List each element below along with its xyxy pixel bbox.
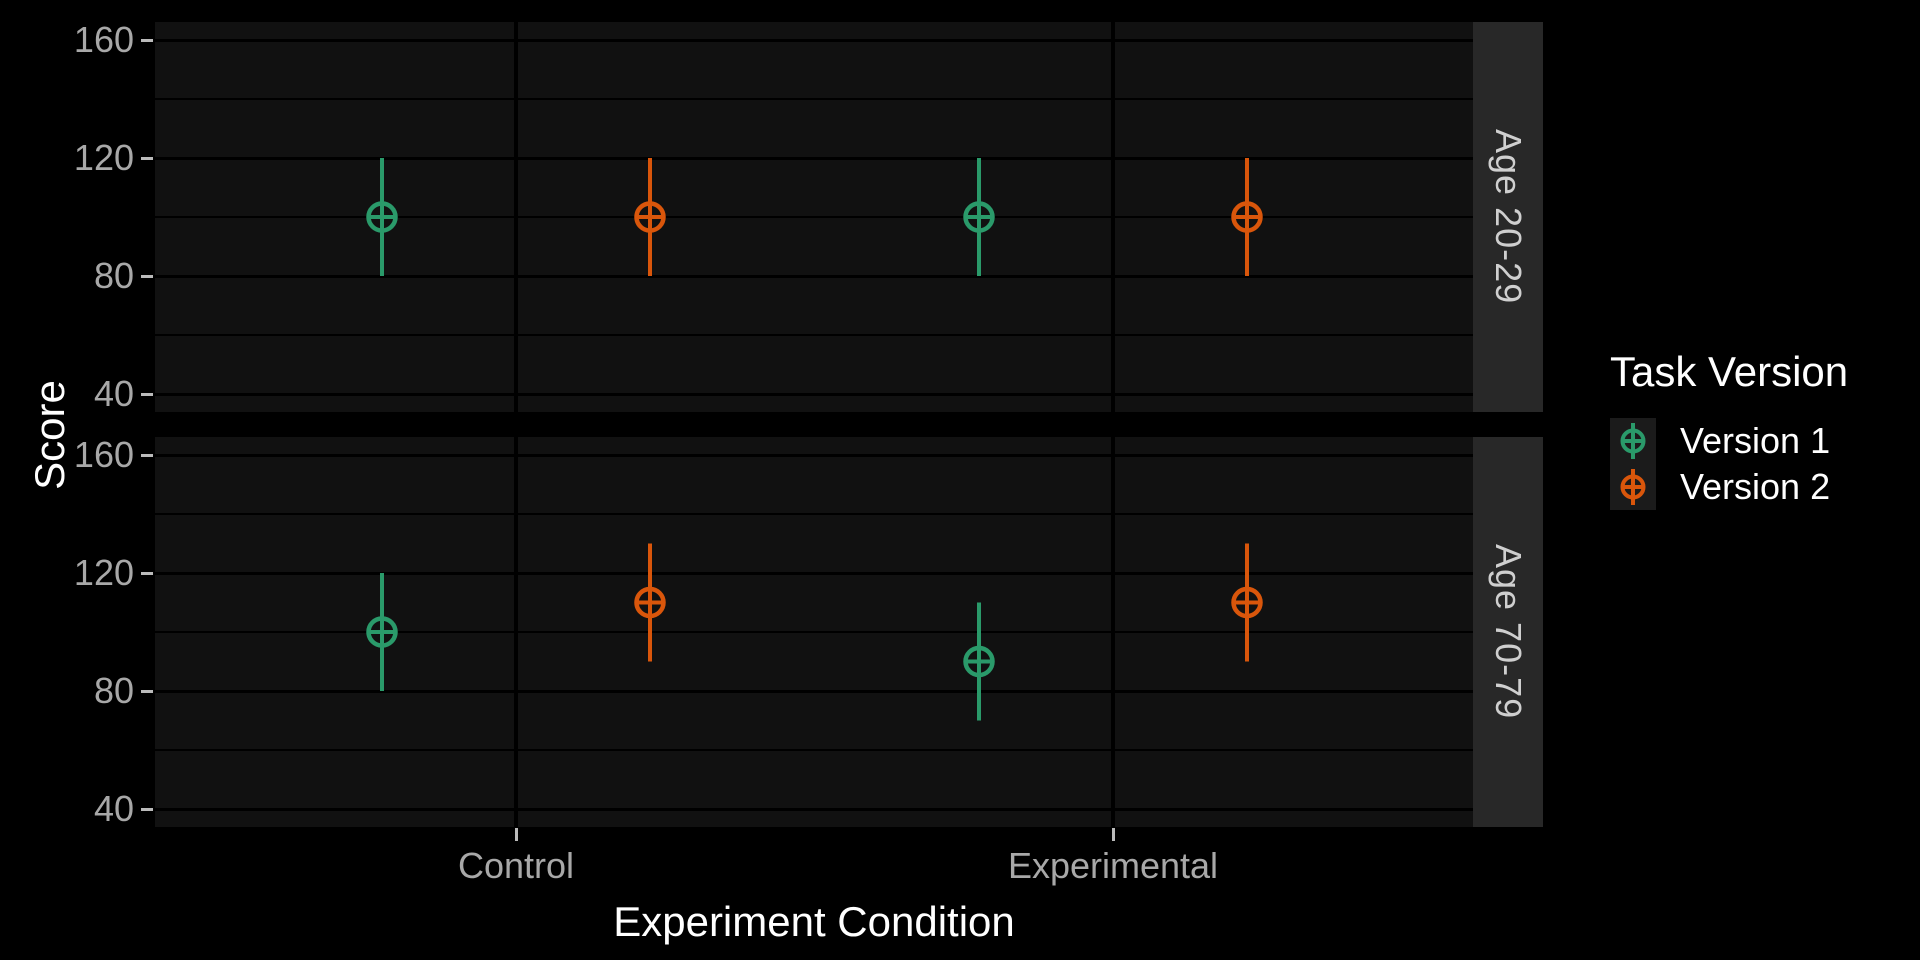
gridline-major [155, 274, 1473, 278]
gridline-major [155, 392, 1473, 396]
gridline-vertical [514, 437, 518, 827]
x-tick-label-control: Control [457, 845, 575, 886]
y-axis-tick [141, 156, 153, 160]
facet-strip-label: Age 20-29 [1488, 129, 1529, 305]
x-axis-title: Experiment Condition [613, 898, 1015, 945]
pointrange-version-1 [366, 158, 398, 276]
gridline-vertical [1111, 22, 1115, 412]
facet-strip-label: Age 70-79 [1488, 544, 1529, 720]
gridline-minor [155, 98, 1473, 100]
y-axis-tick [141, 689, 153, 693]
gridline-vertical [514, 22, 518, 412]
pointrange-version-2 [1231, 543, 1263, 662]
y-axis-tick [141, 392, 153, 396]
gridline-minor [155, 216, 1473, 218]
y-tick-label: 40 [93, 373, 134, 414]
y-axis-tick [141, 274, 153, 278]
facet-strip-age-20-29: Age 20-29 [1473, 22, 1543, 412]
legend-entry-version-2: Version 2 [1610, 464, 1848, 510]
y-tick-label: 80 [93, 670, 134, 711]
pointrange-version-2 [634, 158, 666, 276]
gridline-minor [155, 749, 1473, 751]
gridline-minor [155, 334, 1473, 336]
pointrange-version-2 [1231, 158, 1263, 276]
y-axis-tick [141, 453, 153, 457]
facet-panel-age-70-79 [155, 437, 1473, 827]
y-tick-label: 120 [73, 552, 134, 593]
legend-key-version-1 [1610, 418, 1656, 464]
facet-strip-age-70-79: Age 70-79 [1473, 437, 1543, 827]
legend-label: Version 2 [1680, 466, 1831, 507]
y-axis-tick [141, 571, 153, 575]
gridline-major [155, 689, 1473, 693]
y-tick-label: 120 [73, 137, 134, 178]
gridline-major [155, 156, 1473, 160]
gridline-major [155, 571, 1473, 575]
pointrange-key-icon [1620, 469, 1646, 505]
legend-title: Task Version [1610, 348, 1849, 395]
x-axis-tick [1111, 828, 1115, 841]
y-tick-label: 160 [73, 434, 134, 475]
pointrange-layer [366, 158, 1263, 276]
gridline-major [155, 453, 1473, 457]
y-tick-label: 80 [93, 255, 134, 296]
pointrange-version-1 [963, 602, 995, 721]
legend-key-version-2 [1610, 464, 1656, 510]
gridline-vertical [1111, 437, 1115, 827]
pointrange-version-1 [963, 158, 995, 276]
pointrange-key-icon [1620, 423, 1646, 459]
pointrange-layer [366, 543, 1263, 721]
gridline-minor [155, 513, 1473, 515]
gridline-minor [155, 631, 1473, 633]
pointrange-version-1 [366, 573, 398, 691]
y-axis-tick [141, 38, 153, 42]
legend-entry-version-1: Version 1 [1610, 418, 1848, 464]
legend-label: Version 1 [1680, 420, 1831, 461]
facet-panel-age-20-29 [155, 22, 1473, 412]
y-tick-label: 160 [73, 19, 134, 60]
x-axis-tick [514, 828, 518, 841]
legend: Task Version Version 1 Version 2 [1610, 348, 1848, 510]
gridline-major [155, 807, 1473, 811]
x-tick-label-experimental: Experimental [1007, 845, 1219, 886]
y-axis-tick [141, 807, 153, 811]
pointrange-version-2 [634, 543, 666, 662]
y-tick-label: 40 [93, 788, 134, 829]
gridline-major [155, 38, 1473, 42]
